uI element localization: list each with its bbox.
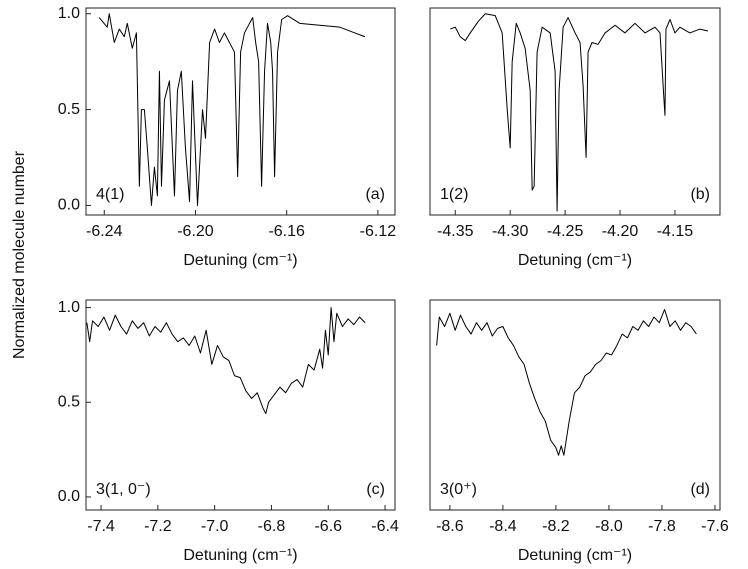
plot-frame — [429, 299, 721, 511]
plot-frame — [429, 7, 721, 216]
y-tick-label: 0.5 — [58, 101, 80, 118]
x-tick-label: -8.0 — [595, 518, 623, 535]
x-tick-label: -6.4 — [371, 518, 399, 535]
annotation: 1(2) — [440, 186, 468, 203]
panel-label: (a) — [365, 186, 385, 203]
y-tick-label: 0.5 — [58, 393, 80, 410]
x-tick-label: -6.12 — [360, 223, 397, 240]
x-tick-label: -7.6 — [701, 518, 729, 535]
x-tick-label: -8.4 — [489, 518, 517, 535]
x-tick-label: -6.16 — [268, 223, 305, 240]
y-tick-label: 1.0 — [58, 299, 80, 316]
x-axis-label: Detuning (cm⁻¹) — [183, 547, 297, 564]
x-tick-label: -6.20 — [177, 223, 214, 240]
y-axis-label: Normalized molecule number — [11, 150, 28, 359]
panel-label: (c) — [366, 481, 385, 498]
x-axis-label: Detuning (cm⁻¹) — [518, 547, 632, 564]
data-line — [450, 13, 709, 212]
x-tick-label: -4.15 — [657, 223, 694, 240]
annotation: 4(1) — [96, 186, 124, 203]
x-axis-label: Detuning (cm⁻¹) — [518, 252, 632, 269]
x-tick-label: -4.35 — [437, 223, 474, 240]
plot-frame — [85, 299, 396, 511]
x-tick-label: -7.0 — [201, 518, 229, 535]
x-tick-label: -4.25 — [547, 223, 584, 240]
panel-label: (d) — [690, 481, 710, 498]
annotation: 3(0⁺) — [440, 481, 477, 498]
y-tick-label: 0.0 — [58, 197, 80, 214]
x-tick-label: -6.24 — [86, 223, 123, 240]
y-tick-label: 1.0 — [58, 5, 80, 22]
annotation: 3(1, 0⁻) — [96, 481, 151, 498]
x-axis-label: Detuning (cm⁻¹) — [183, 252, 297, 269]
x-tick-label: -7.2 — [144, 518, 172, 535]
x-tick-label: -4.20 — [602, 223, 639, 240]
x-tick-label: -6.8 — [258, 518, 286, 535]
data-line — [98, 13, 366, 206]
x-tick-label: -8.6 — [436, 518, 464, 535]
data-line — [86, 307, 366, 415]
x-tick-label: -4.30 — [492, 223, 529, 240]
plot-frame — [85, 7, 396, 216]
panel-label: (b) — [690, 186, 710, 203]
x-tick-label: -8.2 — [542, 518, 570, 535]
y-tick-label: 0.0 — [58, 488, 80, 505]
data-line — [436, 308, 697, 456]
x-tick-label: -6.6 — [314, 518, 342, 535]
x-tick-label: -7.8 — [648, 518, 676, 535]
x-tick-label: -7.4 — [87, 518, 115, 535]
